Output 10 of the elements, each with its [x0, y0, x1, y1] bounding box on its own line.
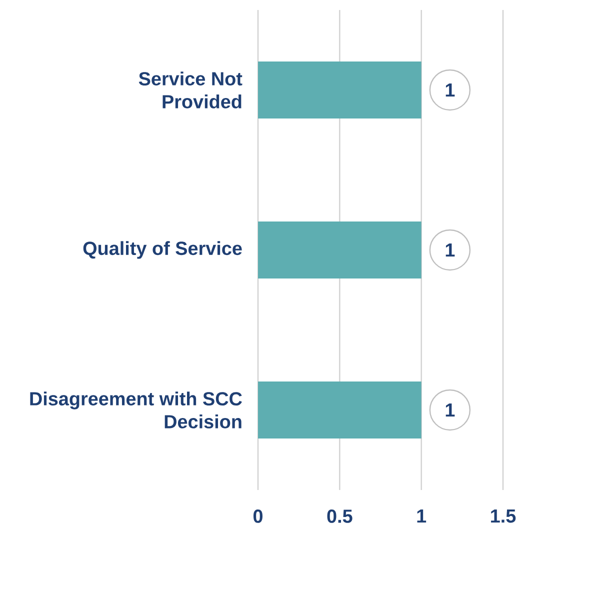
y-tick-label: Quality of Service [83, 241, 242, 259]
y-tick-label: Service Not Provided [138, 72, 242, 108]
x-tick-label: 0 [253, 510, 262, 523]
data-label: 1 [446, 403, 455, 417]
data-label: 1 [446, 243, 455, 257]
x-tick-label: 1.5 [491, 510, 516, 523]
x-tick-label: 1 [417, 510, 426, 523]
data-label: 1 [446, 83, 455, 97]
x-tick-label: 0.5 [327, 510, 352, 523]
y-tick-label: Disagreement with SCC Decision [30, 392, 242, 428]
